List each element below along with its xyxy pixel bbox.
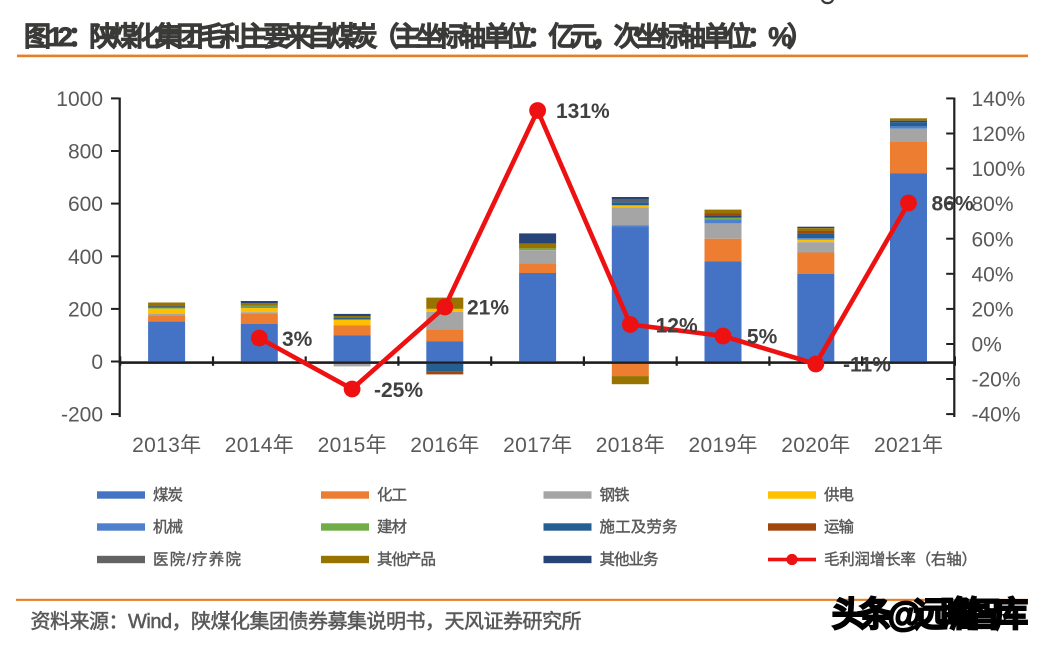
svg-text:2016年: 2016年: [410, 434, 479, 457]
svg-text:建材: 建材: [377, 518, 407, 536]
svg-text:1000: 1000: [56, 88, 103, 111]
svg-text:煤炭: 煤炭: [153, 486, 183, 504]
svg-text:40%: 40%: [972, 263, 1014, 286]
svg-text:2018年: 2018年: [596, 434, 665, 457]
svg-text:131%: 131%: [556, 100, 610, 123]
svg-text:2015年: 2015年: [318, 434, 387, 457]
svg-text:-20%: -20%: [972, 369, 1021, 392]
svg-text:0%: 0%: [972, 334, 1002, 357]
svg-text:100%: 100%: [972, 158, 1026, 181]
svg-text:5%: 5%: [747, 326, 778, 349]
svg-text:头条 @远瞻智库: 头条 @远瞻智库: [832, 596, 1028, 634]
svg-text:运输: 运输: [824, 518, 854, 536]
svg-text:60%: 60%: [972, 228, 1014, 251]
svg-text:-11%: -11%: [843, 354, 891, 377]
svg-text:2021年: 2021年: [874, 434, 943, 457]
svg-text:600: 600: [68, 193, 103, 216]
svg-text:3%: 3%: [282, 328, 313, 351]
svg-text:供电: 供电: [824, 486, 854, 504]
svg-text:2019年: 2019年: [689, 434, 758, 457]
svg-text:2017年: 2017年: [503, 434, 572, 457]
svg-text:-200: -200: [61, 404, 103, 427]
svg-text:2020年: 2020年: [781, 434, 850, 457]
svg-text:其他产品: 其他产品: [377, 551, 436, 569]
svg-text:机械: 机械: [153, 518, 183, 536]
svg-text:12%: 12%: [656, 315, 698, 338]
svg-text:2014年: 2014年: [225, 434, 294, 457]
svg-text:医院/疗养院: 医院/疗养院: [153, 550, 241, 569]
svg-text:-25%: -25%: [374, 379, 423, 402]
svg-text:钢铁: 钢铁: [600, 486, 630, 504]
svg-text:毛利润增长率（右轴）: 毛利润增长率（右轴）: [824, 551, 977, 569]
svg-text:-40%: -40%: [972, 404, 1021, 427]
svg-text:其他业务: 其他业务: [600, 551, 659, 569]
svg-text:21%: 21%: [467, 297, 509, 320]
svg-text:200: 200: [68, 299, 103, 322]
svg-text:800: 800: [68, 141, 103, 164]
svg-text:0: 0: [91, 351, 103, 374]
svg-text:资料来源：Wind，陕煤化集团债券募集说明书，天风证券研究所: 资料来源：Wind，陕煤化集团债券募集说明书，天风证券研究所: [31, 610, 582, 633]
svg-text:施工及劳务: 施工及劳务: [600, 518, 678, 536]
svg-text:图 12：陕煤化集团毛利主要来自煤炭（主坐标轴 单位：亿元，: 图 12：陕煤化集团毛利主要来自煤炭（主坐标轴 单位：亿元，次坐标轴 单位：%）: [24, 21, 814, 52]
svg-text:86%: 86%: [932, 193, 974, 216]
svg-text:400: 400: [68, 246, 103, 269]
svg-text:20%: 20%: [972, 299, 1014, 322]
svg-text:2013年: 2013年: [132, 434, 201, 457]
svg-text:化工: 化工: [377, 486, 407, 504]
svg-text:80%: 80%: [972, 193, 1014, 216]
svg-text:140%: 140%: [972, 88, 1026, 111]
svg-text:120%: 120%: [972, 123, 1026, 146]
